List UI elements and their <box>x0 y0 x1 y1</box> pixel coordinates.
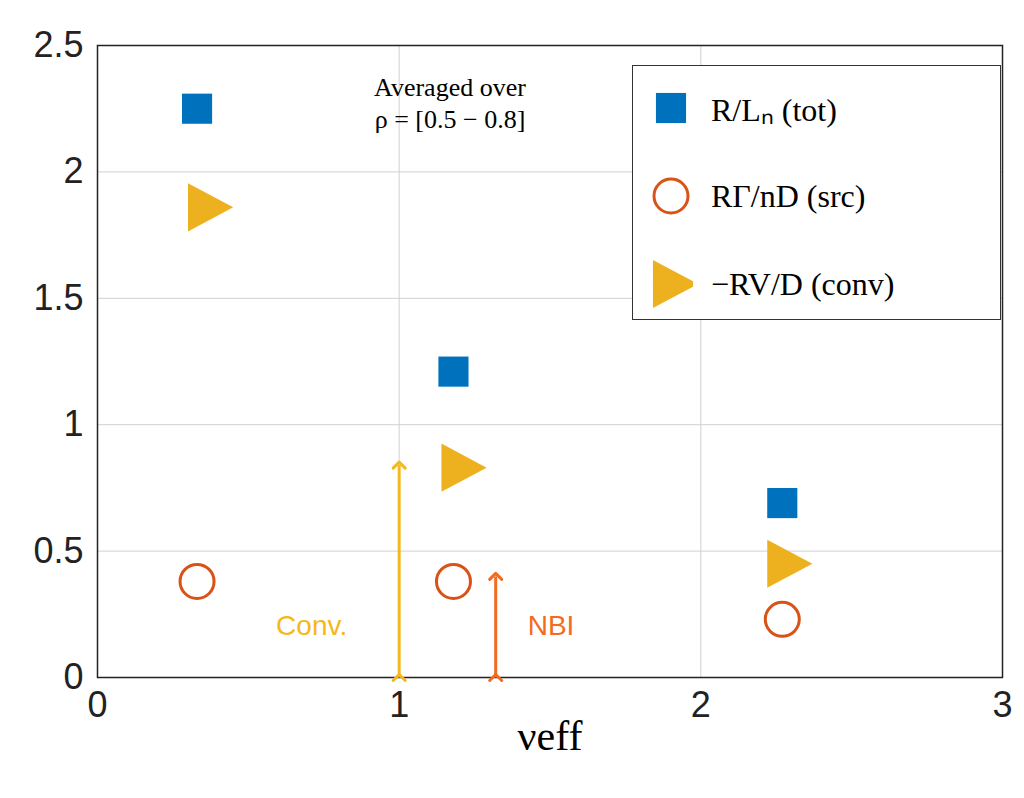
svg-text:2: 2 <box>691 684 711 725</box>
html-text:R/Lₙ (tot): R/Lₙ (tot) <box>711 91 837 128</box>
svg-text:0.5: 0.5 <box>33 530 83 571</box>
html-text:RΓ/nD (src): RΓ/nD (src) <box>711 177 866 214</box>
html-text:−RV/D (conv): −RV/D (conv) <box>711 265 895 302</box>
svg-text:0: 0 <box>63 656 83 697</box>
svg-text:0: 0 <box>87 684 107 725</box>
html-text:ρ = [0.5 − 0.8]: ρ = [0.5 − 0.8] <box>374 105 526 134</box>
svg-text:3: 3 <box>992 684 1012 725</box>
svg-text:2.5: 2.5 <box>33 24 83 65</box>
html-text:νeff: νeff <box>517 713 583 759</box>
html-text:Averaged over: Averaged over <box>374 73 526 102</box>
svg-text:1: 1 <box>63 403 83 444</box>
svg-text:2: 2 <box>63 150 83 191</box>
svg-text:1.5: 1.5 <box>33 277 83 318</box>
svg-text:Conv.: Conv. <box>276 610 347 641</box>
svg-text:NBI: NBI <box>528 610 575 641</box>
svg-text:1: 1 <box>389 684 409 725</box>
